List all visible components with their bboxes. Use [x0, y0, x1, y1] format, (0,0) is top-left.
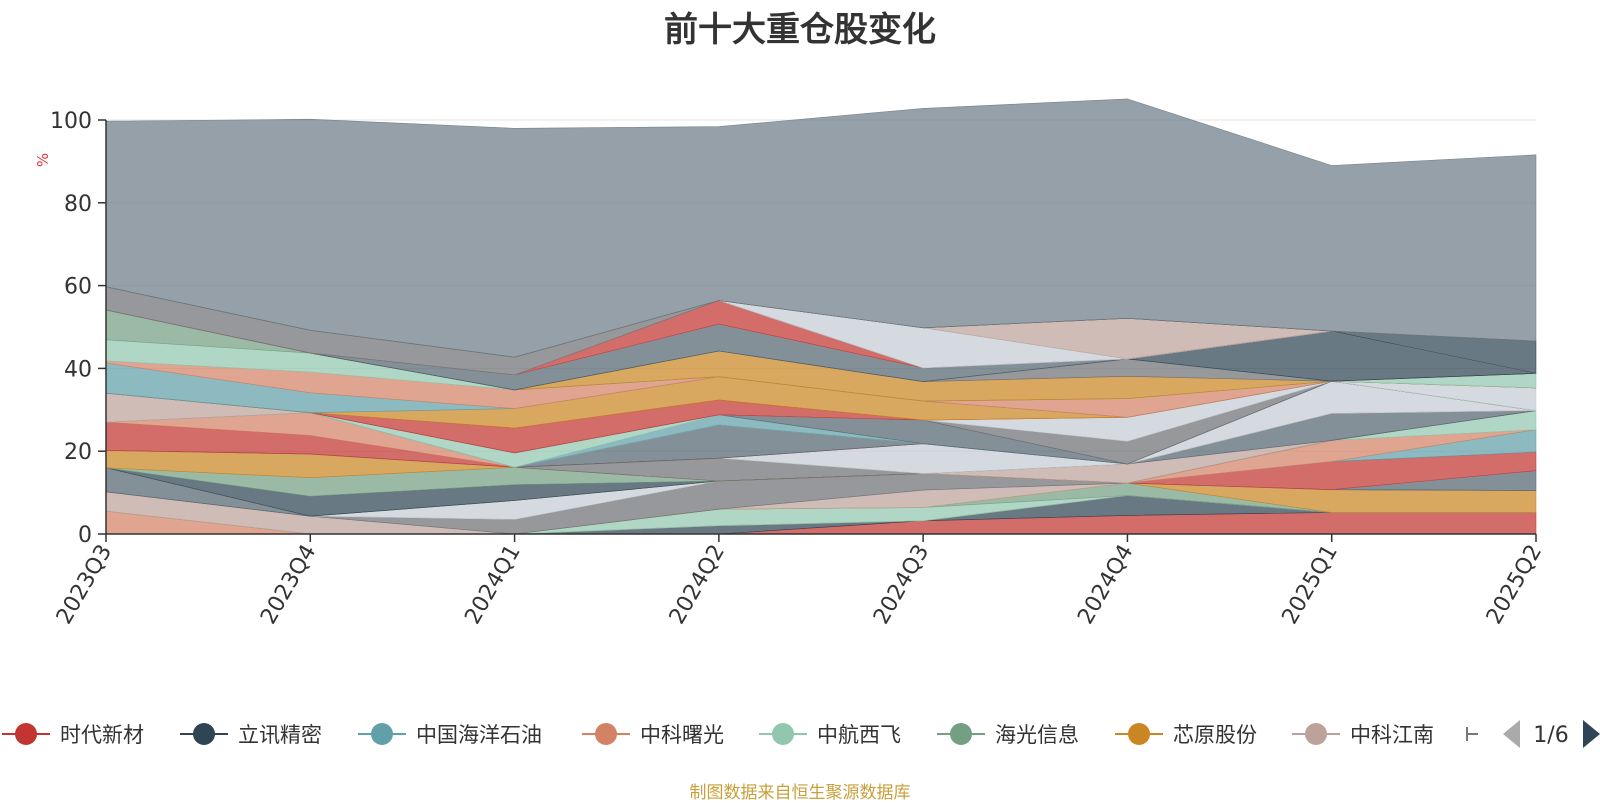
- legend-item[interactable]: 海光信息: [937, 723, 1079, 747]
- stacked-areas: [105, 98, 1537, 535]
- x-tick-label: 2025Q1: [1278, 541, 1343, 629]
- legend-label: 中科曙光: [640, 723, 724, 747]
- legend-marker: [950, 723, 972, 745]
- legend-marker: [15, 723, 37, 745]
- legend-label: 芯原股份: [1173, 723, 1257, 747]
- legend-page-indicator: 1/6: [1533, 723, 1568, 748]
- chart-title: 前十大重仓股变化: [664, 10, 936, 50]
- legend-item[interactable]: 中科江南: [1292, 723, 1434, 747]
- y-tick-label: 40: [64, 357, 92, 382]
- x-tick-label: 2025Q2: [1482, 541, 1547, 629]
- x-tick-label: 2024Q4: [1073, 541, 1138, 629]
- legend-label: 时代新材: [60, 723, 144, 747]
- y-tick-label: 100: [50, 109, 92, 134]
- x-tick-label: 2023Q3: [52, 541, 117, 629]
- legend-item[interactable]: 中航西飞: [759, 723, 901, 747]
- y-axis-unit-label: %: [34, 153, 52, 167]
- x-tick-label: 2024Q2: [665, 541, 730, 629]
- legend-item[interactable]: 立讯精密: [180, 723, 322, 747]
- legend-marker: [772, 723, 794, 745]
- legend-item[interactable]: 中科曙光: [582, 723, 724, 747]
- legend-next-page-icon[interactable]: [1583, 720, 1600, 748]
- legend-item[interactable]: 中国海洋石油: [358, 723, 542, 747]
- source-note: 制图数据来自恒生聚源数据库: [689, 783, 911, 803]
- area-series: [105, 98, 1537, 358]
- legend-label: 中国海洋石油: [416, 723, 542, 747]
- legend-label: 海光信息: [995, 723, 1079, 747]
- y-tick-label: 0: [78, 523, 92, 548]
- legend: 时代新材 立讯精密 中国海洋石油 中科曙光 中航西飞 海光信息 芯原股份 中科江南 1/6: [2, 720, 1600, 748]
- x-tick-label: 2024Q3: [869, 541, 934, 629]
- legend-marker: [1128, 723, 1150, 745]
- legend-label: 中科江南: [1350, 723, 1434, 747]
- legend-label: 中航西飞: [817, 723, 901, 747]
- legend-item[interactable]: 时代新材: [2, 723, 144, 747]
- x-tick-label: 2024Q1: [460, 541, 525, 629]
- legend-label: 立讯精密: [238, 723, 322, 747]
- legend-marker: [1305, 723, 1327, 745]
- legend-marker: [595, 723, 617, 745]
- y-tick-label: 20: [64, 440, 92, 465]
- legend-marker: [193, 723, 215, 745]
- y-tick-label: 80: [64, 192, 92, 217]
- legend-prev-page-icon[interactable]: [1503, 720, 1520, 748]
- legend-marker: [371, 723, 393, 745]
- x-tick-label: 2023Q4: [256, 541, 321, 629]
- legend-item[interactable]: 芯原股份: [1115, 723, 1257, 747]
- y-tick-label: 60: [64, 275, 92, 300]
